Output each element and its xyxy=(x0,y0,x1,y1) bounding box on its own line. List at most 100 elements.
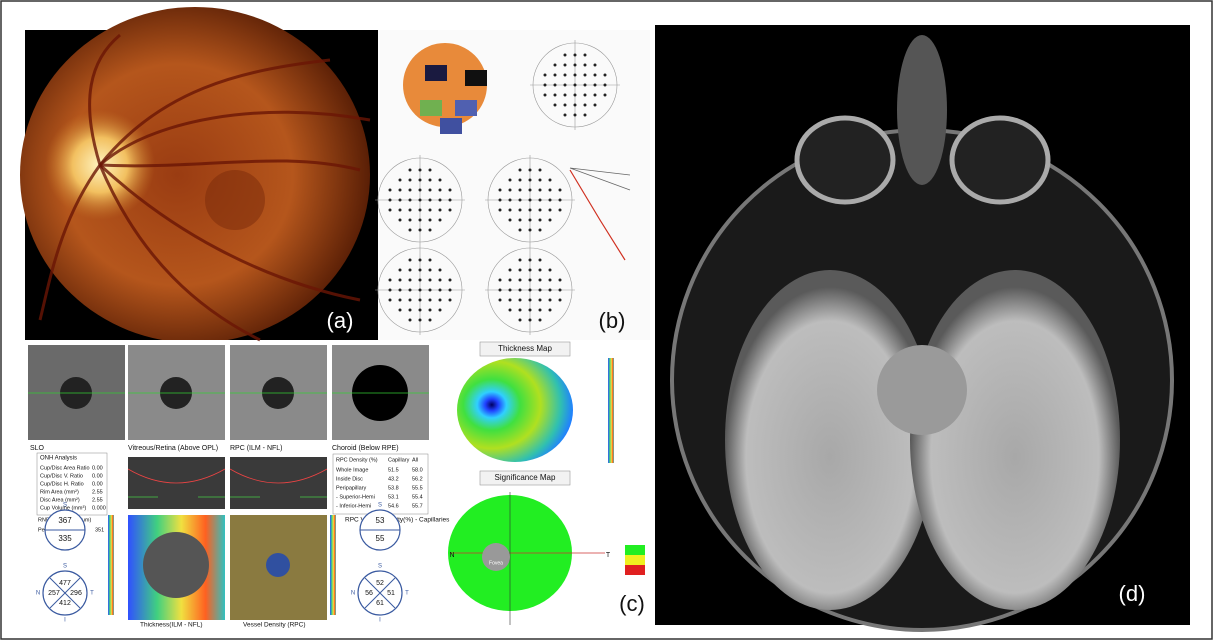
orbit xyxy=(952,118,1048,202)
vf-point xyxy=(429,209,432,212)
vf-point xyxy=(539,199,542,202)
table-cell: Rim Area (mm²) xyxy=(40,489,79,495)
vf-point xyxy=(449,279,452,282)
vf-point xyxy=(539,259,542,262)
vf-point xyxy=(539,209,542,212)
vf-point xyxy=(509,279,512,282)
vf-point xyxy=(594,94,597,97)
dir-label: N xyxy=(449,552,454,559)
table-cell: Peripapillary xyxy=(336,485,367,491)
table-cell: 58.0 xyxy=(412,467,423,473)
vf-point xyxy=(509,209,512,212)
vf-point xyxy=(419,209,422,212)
vf-point xyxy=(389,279,392,282)
vf-point xyxy=(584,94,587,97)
vf-point xyxy=(429,309,432,312)
vf-point xyxy=(584,74,587,77)
grey-map-cell xyxy=(425,65,447,81)
vf-point xyxy=(539,219,542,222)
map-title: Significance Map xyxy=(495,473,556,482)
table-cell: 351 xyxy=(95,527,104,533)
legend-swatch xyxy=(625,555,645,565)
vf-point xyxy=(539,299,542,302)
vf-point xyxy=(549,219,552,222)
vf-point xyxy=(449,299,452,302)
disc xyxy=(143,532,209,598)
table-cell: - Superior-Hemi xyxy=(336,494,375,500)
map-caption: Thickness(ILM - NFL) xyxy=(140,622,202,629)
sector-value: 367 xyxy=(58,516,72,525)
vf-point xyxy=(429,189,432,192)
vf-point xyxy=(419,309,422,312)
macula xyxy=(205,170,265,230)
vf-point xyxy=(519,199,522,202)
vf-point xyxy=(539,179,542,182)
dir-label: S xyxy=(378,503,382,509)
sector-value: 53 xyxy=(376,516,385,525)
vf-point xyxy=(509,309,512,312)
map-caption: Vessel Density (RPC) xyxy=(243,622,306,629)
table-cell: 43.2 xyxy=(388,476,399,482)
panel-label: (a) xyxy=(327,308,354,333)
vf-point xyxy=(409,189,412,192)
vf-point xyxy=(439,279,442,282)
vf-point xyxy=(564,104,567,107)
table-cell: 55.7 xyxy=(412,503,423,509)
vf-point xyxy=(519,299,522,302)
vf-point xyxy=(429,219,432,222)
vf-point xyxy=(429,179,432,182)
vf-point xyxy=(419,269,422,272)
vf-point xyxy=(449,189,452,192)
dir-label: N xyxy=(351,591,355,597)
table-cell: 51.5 xyxy=(388,467,399,473)
vf-point xyxy=(389,189,392,192)
vf-point xyxy=(539,289,542,292)
vf-point xyxy=(559,209,562,212)
table-cell: 55.4 xyxy=(412,494,423,500)
thickness-map xyxy=(457,358,573,462)
vf-point xyxy=(559,189,562,192)
dir-label: S xyxy=(378,564,382,570)
vf-point xyxy=(419,229,422,232)
table-cell: 0.00 xyxy=(92,481,103,487)
vf-point xyxy=(549,299,552,302)
vf-point xyxy=(429,229,432,232)
panel-label: (c) xyxy=(619,591,645,616)
vf-point xyxy=(519,189,522,192)
brain-left xyxy=(725,270,935,610)
sector-value: 412 xyxy=(59,600,71,607)
vf-point xyxy=(409,259,412,262)
vf-point xyxy=(389,299,392,302)
vf-point xyxy=(499,299,502,302)
vf-point xyxy=(439,199,442,202)
vf-point xyxy=(429,299,432,302)
panel-label: (b) xyxy=(599,308,626,333)
vf-point xyxy=(419,199,422,202)
vf-point xyxy=(399,309,402,312)
vf-point xyxy=(399,199,402,202)
sector-value: 257 xyxy=(48,590,60,597)
vf-point xyxy=(399,299,402,302)
vf-point xyxy=(499,209,502,212)
vf-point xyxy=(584,104,587,107)
dir-label: N xyxy=(36,591,40,597)
vf-point xyxy=(529,259,532,262)
vf-point xyxy=(419,299,422,302)
vf-point xyxy=(539,279,542,282)
colorbar xyxy=(108,515,114,615)
vf-point xyxy=(509,299,512,302)
table-cell: 53.8 xyxy=(388,485,399,491)
vf-point xyxy=(544,74,547,77)
dir-label: T xyxy=(405,591,409,597)
image-caption: Choroid (Below RPE) xyxy=(332,445,399,452)
table-cell: 2.55 xyxy=(92,489,103,495)
vf-point xyxy=(429,169,432,172)
vf-point xyxy=(499,279,502,282)
colorbar xyxy=(330,515,336,615)
vf-point xyxy=(509,179,512,182)
vf-point xyxy=(519,289,522,292)
vf-point xyxy=(409,179,412,182)
vf-point xyxy=(399,289,402,292)
vf-point xyxy=(564,54,567,57)
vf-point xyxy=(519,209,522,212)
